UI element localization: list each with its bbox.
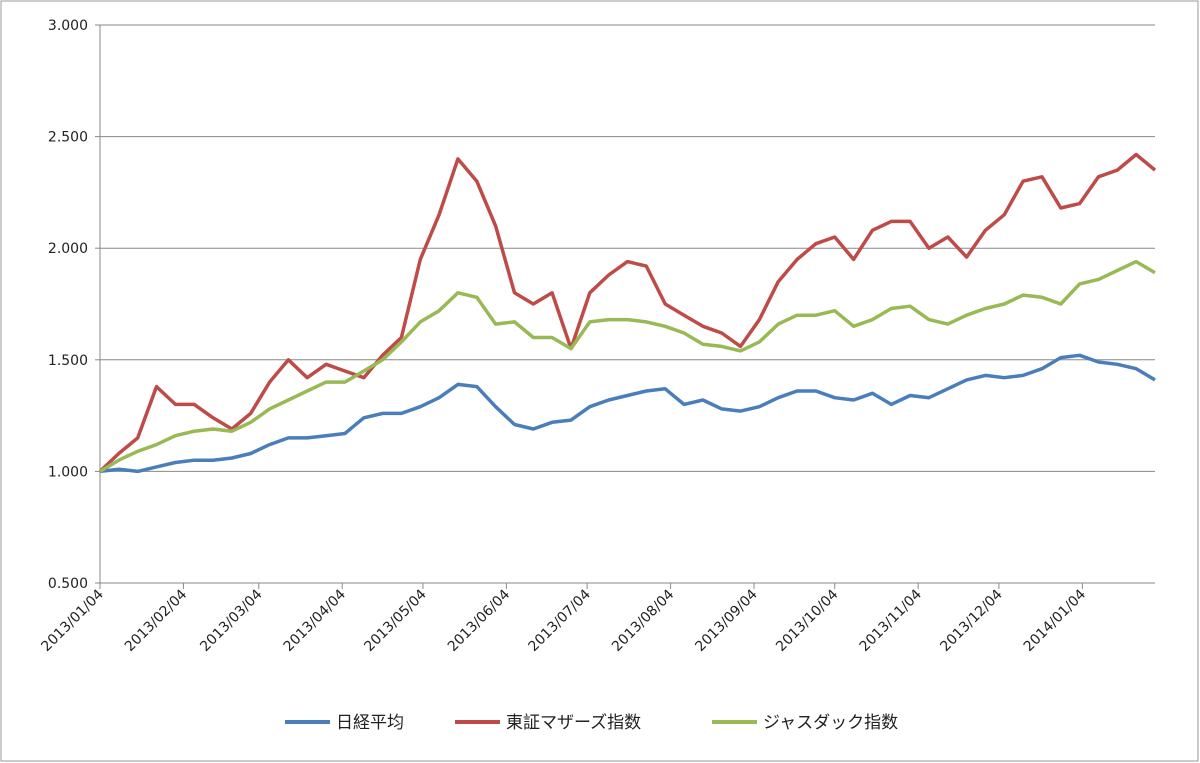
series-line	[99, 353, 1156, 474]
legend-label: 東証マザーズ指数	[506, 713, 641, 733]
series-line	[98, 152, 1157, 473]
legend-label: ジャスダック指数	[763, 713, 898, 733]
series-line	[99, 259, 1156, 473]
y-tick-label: 2.000	[48, 241, 88, 257]
legend-label: 日経平均	[336, 713, 404, 733]
y-tick-label: 3.000	[48, 18, 88, 34]
y-tick-label: 1.000	[48, 464, 88, 480]
y-tick-label: 1.500	[48, 353, 88, 369]
y-tick-label: 0.500	[48, 576, 88, 592]
y-tick-label: 2.500	[48, 130, 88, 146]
